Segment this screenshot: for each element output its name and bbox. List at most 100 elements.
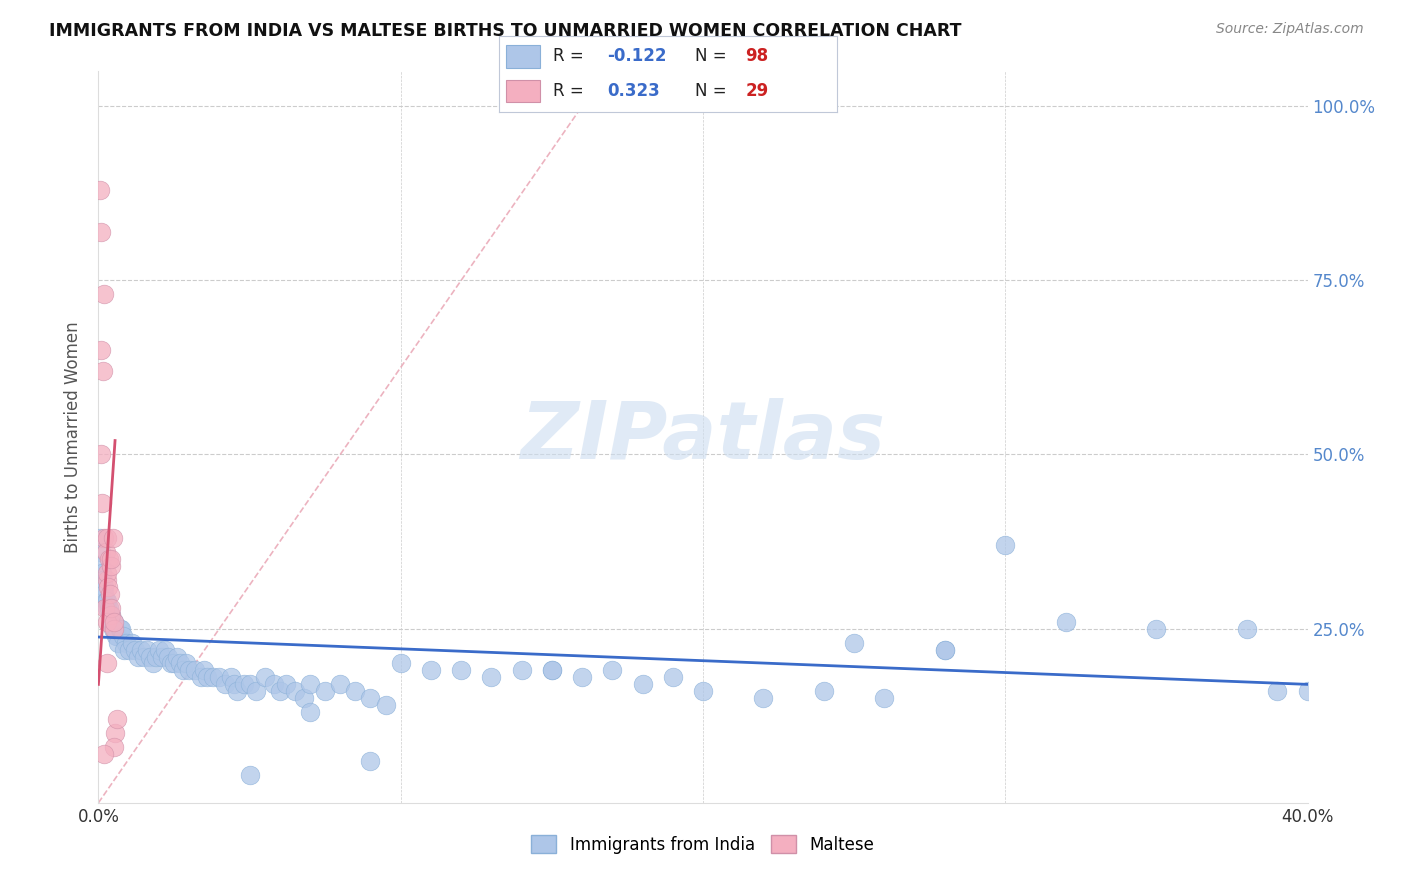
- Text: 98: 98: [745, 47, 769, 65]
- Point: [314, 684, 336, 698]
- Point: [934, 642, 956, 657]
- Point: [96, 594, 118, 608]
- Point: [1144, 622, 1167, 636]
- Point: [105, 629, 128, 643]
- Point: [90, 448, 112, 462]
- Point: [163, 657, 186, 671]
- Point: [100, 558, 122, 573]
- Point: [91, 496, 114, 510]
- Point: [299, 677, 322, 691]
- Point: [1236, 622, 1258, 636]
- Point: [100, 607, 122, 622]
- Point: [239, 677, 262, 691]
- Point: [98, 587, 121, 601]
- Point: [97, 580, 120, 594]
- Point: [108, 622, 131, 636]
- Point: [329, 677, 352, 691]
- Point: [934, 642, 956, 657]
- Point: [142, 657, 165, 671]
- Point: [110, 622, 132, 636]
- Point: [90, 558, 112, 573]
- Point: [360, 691, 382, 706]
- Point: [124, 642, 146, 657]
- Point: [193, 664, 215, 678]
- Point: [96, 600, 118, 615]
- Point: [269, 684, 291, 698]
- Point: [190, 670, 212, 684]
- Point: [101, 622, 124, 636]
- Point: [172, 664, 194, 678]
- Point: [160, 657, 183, 671]
- Point: [360, 754, 382, 768]
- Point: [389, 657, 412, 671]
- Text: -0.122: -0.122: [607, 47, 666, 65]
- Text: N =: N =: [695, 47, 727, 65]
- Point: [148, 642, 170, 657]
- Point: [145, 649, 167, 664]
- Point: [510, 664, 533, 678]
- Point: [214, 677, 236, 691]
- Point: [98, 600, 121, 615]
- Bar: [506, 45, 540, 68]
- Point: [101, 531, 124, 545]
- Text: N =: N =: [695, 82, 727, 100]
- Point: [1267, 684, 1289, 698]
- Point: [111, 629, 134, 643]
- Point: [132, 649, 155, 664]
- Point: [374, 698, 396, 713]
- Legend: Immigrants from India, Maltese: Immigrants from India, Maltese: [524, 829, 882, 860]
- Point: [813, 684, 835, 698]
- Point: [174, 657, 197, 671]
- Point: [96, 531, 118, 545]
- Point: [344, 684, 367, 698]
- Point: [94, 594, 117, 608]
- Point: [245, 684, 267, 698]
- Point: [221, 670, 243, 684]
- Point: [93, 531, 115, 545]
- Y-axis label: Births to Unmarried Women: Births to Unmarried Women: [65, 321, 83, 553]
- Point: [661, 670, 683, 684]
- Point: [150, 649, 173, 664]
- Point: [540, 664, 562, 678]
- Point: [284, 684, 307, 698]
- Point: [692, 684, 714, 698]
- Point: [90, 225, 112, 239]
- Bar: [506, 79, 540, 103]
- Point: [105, 712, 128, 726]
- Point: [540, 664, 562, 678]
- Point: [481, 670, 503, 684]
- Text: Source: ZipAtlas.com: Source: ZipAtlas.com: [1216, 22, 1364, 37]
- Point: [91, 573, 114, 587]
- Point: [96, 573, 118, 587]
- Point: [91, 364, 114, 378]
- Point: [114, 635, 136, 649]
- Point: [752, 691, 775, 706]
- Point: [100, 552, 122, 566]
- Text: 29: 29: [745, 82, 769, 100]
- Point: [1296, 684, 1319, 698]
- Text: R =: R =: [553, 82, 583, 100]
- Point: [94, 600, 117, 615]
- Point: [571, 670, 593, 684]
- Point: [156, 649, 179, 664]
- Point: [232, 677, 254, 691]
- Point: [103, 615, 125, 629]
- Point: [274, 677, 297, 691]
- Point: [94, 545, 117, 559]
- Point: [631, 677, 654, 691]
- Point: [103, 622, 125, 636]
- Point: [100, 600, 122, 615]
- Text: IMMIGRANTS FROM INDIA VS MALTESE BIRTHS TO UNMARRIED WOMEN CORRELATION CHART: IMMIGRANTS FROM INDIA VS MALTESE BIRTHS …: [49, 22, 962, 40]
- Point: [184, 664, 207, 678]
- Point: [90, 545, 112, 559]
- Point: [253, 670, 276, 684]
- Point: [420, 664, 443, 678]
- Point: [135, 642, 157, 657]
- Point: [118, 642, 141, 657]
- Point: [104, 629, 127, 643]
- Point: [93, 747, 115, 761]
- Point: [129, 642, 152, 657]
- Point: [208, 670, 231, 684]
- Point: [100, 607, 122, 622]
- Point: [224, 677, 246, 691]
